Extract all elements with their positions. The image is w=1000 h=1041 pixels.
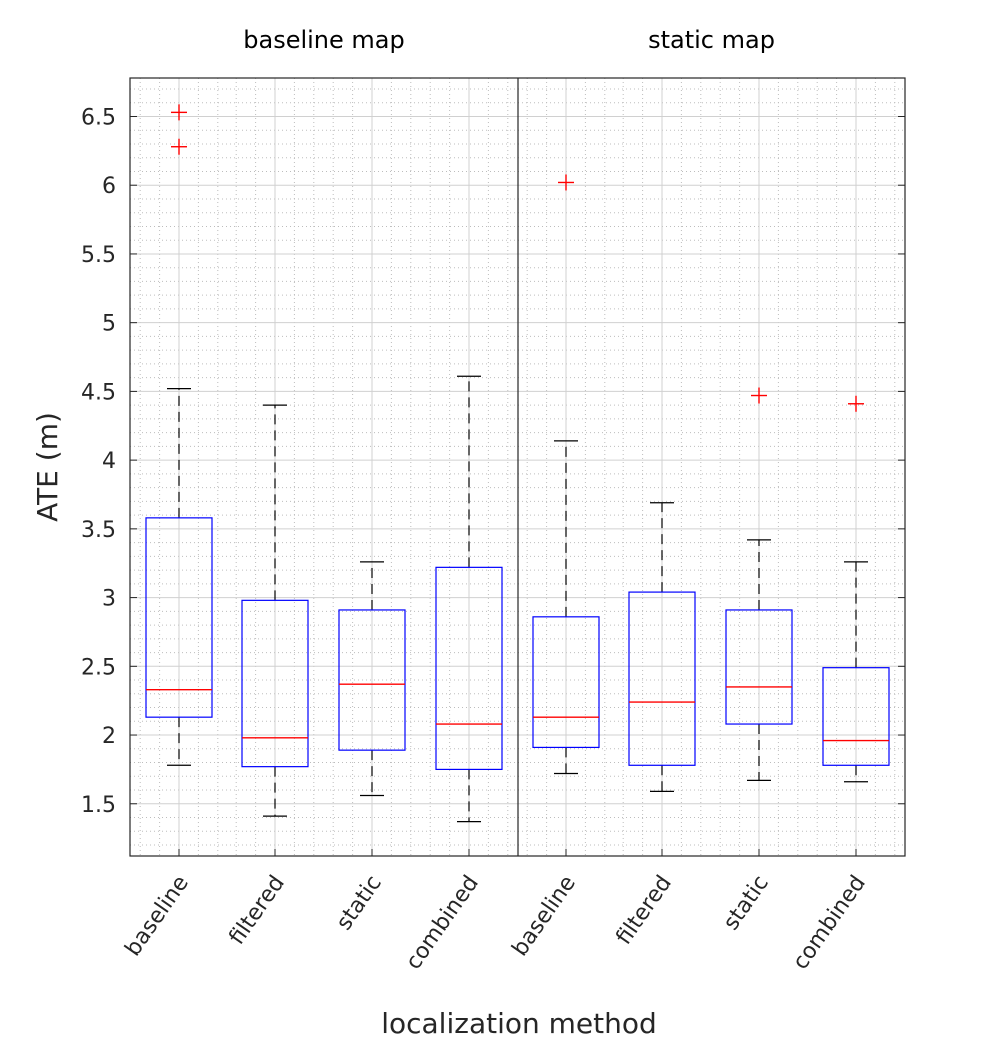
y-axis-label: ATE (m) — [31, 412, 64, 522]
y-tick-label: 2 — [102, 724, 116, 749]
label-layer: 1.5 2 2.5 3 3.5 4 4.5 5 5.5 6 6.5 baseline filtered s… — [81, 26, 871, 974]
box-0-0 — [145, 517, 213, 718]
box-0-1 — [241, 599, 309, 768]
group-title-1: static map — [648, 26, 775, 54]
x-tick-label: filtered — [225, 871, 290, 949]
y-tick-label: 4.5 — [81, 380, 116, 405]
x-tick-label: filtered — [612, 871, 677, 949]
box-1-0 — [532, 616, 600, 749]
x-axis-label: localization method — [381, 1007, 657, 1040]
box-1-3 — [822, 667, 890, 766]
y-tick-label: 1.5 — [81, 793, 116, 818]
axes-layer — [129, 77, 906, 857]
y-tick-label: 3.5 — [81, 518, 116, 543]
y-tick-label: 5 — [102, 312, 116, 337]
x-tick-label: static — [332, 871, 387, 935]
group-title-0: baseline map — [243, 26, 404, 54]
y-tick-label: 2.5 — [81, 655, 116, 680]
y-tick-label: 6 — [102, 174, 116, 199]
y-tick-label: 3 — [102, 587, 116, 612]
box-0-2 — [338, 609, 406, 751]
box-1-1 — [628, 591, 696, 766]
box-layer — [145, 104, 890, 823]
x-tick-label: baseline — [508, 871, 581, 961]
y-tick-label: 4 — [102, 449, 116, 474]
box-1-2 — [725, 609, 793, 725]
grid-layer — [130, 78, 905, 856]
x-tick-label: static — [719, 871, 774, 935]
x-tick-label: combined — [401, 871, 484, 974]
y-tick-label: 6.5 — [81, 105, 116, 130]
y-tick-label: 5.5 — [81, 243, 116, 268]
box-0-3 — [435, 566, 503, 771]
x-tick-label: baseline — [121, 871, 194, 961]
x-tick-label: combined — [788, 871, 871, 974]
